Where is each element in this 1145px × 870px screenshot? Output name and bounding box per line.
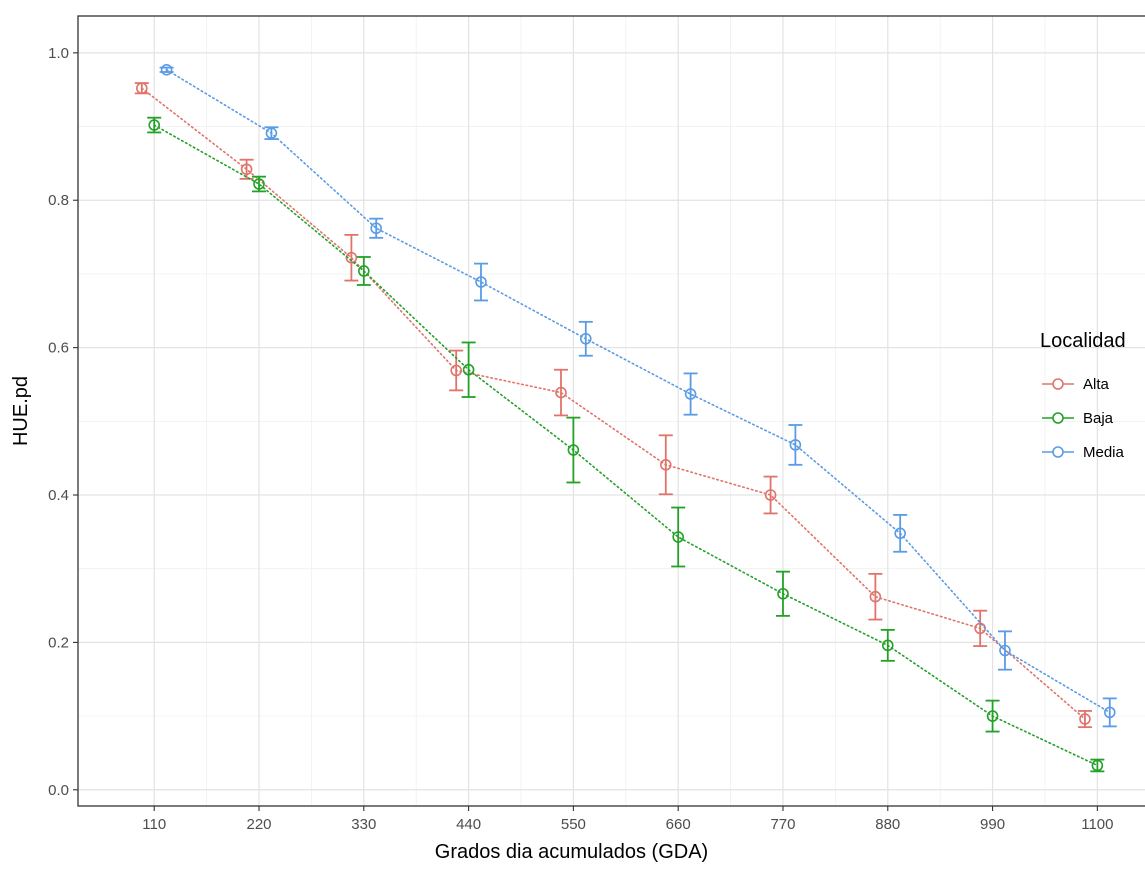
error-bar bbox=[1102, 697, 1117, 728]
y-tick-label: 0.4 bbox=[48, 487, 69, 504]
legend-label: Alta bbox=[1083, 376, 1110, 393]
error-bar bbox=[880, 628, 895, 662]
data-point bbox=[777, 587, 789, 600]
legend-key-marker bbox=[1052, 446, 1064, 458]
error-bar bbox=[973, 609, 988, 647]
error-bar bbox=[788, 424, 803, 466]
error-bar bbox=[1090, 758, 1105, 773]
data-point bbox=[450, 364, 462, 377]
data-point bbox=[555, 386, 567, 399]
legend-key-marker bbox=[1052, 412, 1064, 424]
error-bar bbox=[356, 256, 371, 286]
error-bar bbox=[868, 572, 883, 621]
error-bar bbox=[893, 514, 908, 553]
legend-item-alta: Alta bbox=[1042, 376, 1110, 393]
series-baja bbox=[147, 116, 1105, 773]
series-line-baja bbox=[153, 124, 1099, 767]
data-point bbox=[894, 527, 906, 540]
data-point bbox=[358, 265, 370, 277]
data-point bbox=[148, 119, 161, 131]
data-point bbox=[1103, 706, 1116, 719]
error-bar bbox=[671, 506, 686, 568]
x-tick-label: 770 bbox=[770, 816, 795, 833]
error-bar bbox=[763, 475, 778, 515]
data-point bbox=[265, 127, 278, 139]
data-point bbox=[789, 439, 802, 451]
legend-item-media: Media bbox=[1042, 444, 1125, 461]
x-tick-label: 110 bbox=[142, 816, 166, 833]
data-point bbox=[240, 163, 253, 176]
x-tick-label: 550 bbox=[561, 816, 586, 833]
data-point bbox=[999, 644, 1011, 657]
data-point bbox=[684, 388, 697, 400]
data-point bbox=[345, 251, 358, 264]
axes: 0.0 0.2 0.4 0.6 0.8 1.0 110 220 330 440 550 660 770 8… bbox=[48, 45, 1113, 833]
x-tick-label: 330 bbox=[351, 816, 376, 833]
error-bar bbox=[997, 630, 1012, 671]
y-tick-label: 0.2 bbox=[48, 634, 69, 651]
series-layer bbox=[134, 63, 1117, 773]
series-line-media bbox=[165, 68, 1111, 714]
error-bar bbox=[369, 217, 384, 239]
data-point bbox=[869, 590, 882, 603]
error-bar bbox=[683, 372, 698, 416]
legend: Localidad Alta Baja Media bbox=[1040, 330, 1126, 461]
data-point bbox=[672, 531, 684, 543]
data-point bbox=[1079, 713, 1091, 725]
x-tick-label: 1100 bbox=[1081, 816, 1113, 833]
legend-items: Alta Baja Media bbox=[1042, 376, 1125, 461]
x-tick-label: 990 bbox=[980, 816, 1005, 833]
error-bar bbox=[775, 570, 790, 617]
grid bbox=[78, 16, 1145, 806]
legend-title: Localidad bbox=[1040, 330, 1126, 352]
error-bar bbox=[473, 262, 488, 302]
data-point bbox=[764, 489, 777, 501]
data-point bbox=[160, 63, 173, 76]
y-axis-title: HUE.pd bbox=[10, 376, 32, 446]
data-point bbox=[462, 363, 475, 376]
error-bar bbox=[985, 699, 1000, 733]
error-bar bbox=[658, 434, 673, 496]
data-point bbox=[1091, 759, 1104, 772]
data-point bbox=[579, 332, 592, 345]
data-point bbox=[370, 222, 383, 235]
error-bar bbox=[239, 158, 254, 180]
error-bar bbox=[264, 126, 279, 140]
x-axis-title: Grados dia acumulados (GDA) bbox=[435, 841, 708, 863]
x-tick-label: 880 bbox=[875, 816, 900, 833]
x-tick-label: 440 bbox=[456, 816, 481, 833]
data-point bbox=[659, 458, 672, 471]
legend-label: Media bbox=[1083, 444, 1125, 461]
series-media bbox=[159, 63, 1117, 728]
error-bar bbox=[461, 341, 476, 398]
data-point bbox=[974, 622, 986, 635]
error-bar bbox=[566, 416, 581, 484]
legend-item-baja: Baja bbox=[1042, 410, 1114, 427]
x-tick-label: 660 bbox=[666, 816, 691, 833]
data-point bbox=[475, 276, 487, 288]
data-point bbox=[881, 639, 894, 652]
legend-label: Baja bbox=[1083, 410, 1114, 427]
y-tick-label: 0.8 bbox=[48, 192, 69, 209]
error-bar bbox=[578, 320, 593, 357]
panel-border bbox=[77, 15, 1145, 807]
legend-key-marker bbox=[1052, 378, 1064, 390]
y-tick-label: 0.6 bbox=[48, 340, 69, 357]
x-tick-label: 220 bbox=[246, 816, 271, 833]
error-bar bbox=[553, 368, 568, 417]
series-line-alta bbox=[141, 87, 1086, 720]
data-point bbox=[567, 444, 580, 456]
y-tick-label: 1.0 bbox=[48, 45, 69, 62]
data-point bbox=[253, 178, 265, 190]
y-tick-label: 0.0 bbox=[48, 782, 69, 799]
data-point bbox=[986, 710, 999, 722]
data-point bbox=[136, 82, 148, 95]
error-bar bbox=[344, 233, 359, 282]
